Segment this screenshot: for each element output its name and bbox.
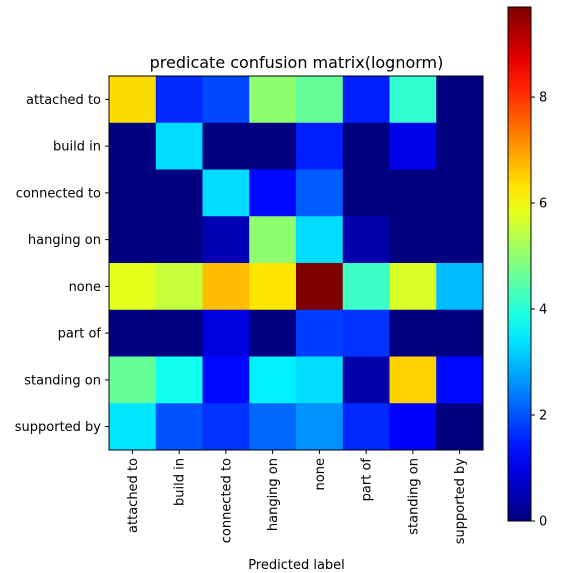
heatmap-cell-hanging-on-connected-to <box>202 216 250 264</box>
heatmap-cell-standing-on-none <box>296 356 344 404</box>
x-tick-label: none <box>313 458 328 490</box>
heatmap-cell-build-in-build-in <box>155 122 203 170</box>
heatmap-cell-part-of-part-of <box>342 309 390 357</box>
heatmap-cell-standing-on-attached-to <box>109 356 157 404</box>
heatmap-cell-supported-by-build-in <box>155 403 203 451</box>
heatmap-cell-hanging-on-part-of <box>342 216 390 264</box>
heatmap-cell-attached-to-part-of <box>342 76 390 124</box>
heatmap-cell-none-build-in <box>155 263 203 311</box>
heatmap-cell-supported-by-part-of <box>342 403 390 451</box>
heatmap-cell-standing-on-connected-to <box>202 356 250 404</box>
heatmap-cell-part-of-connected-to <box>202 309 250 357</box>
heatmap-cell-standing-on-supported-by <box>436 356 484 404</box>
heatmap-cell-build-in-none <box>296 122 344 170</box>
heatmap-cell-part-of-standing-on <box>389 309 437 357</box>
x-tick-label: hanging on <box>266 458 281 531</box>
x-axis-label: Predicted label <box>248 558 345 573</box>
heatmap-cell-standing-on-part-of <box>342 356 390 404</box>
y-tick-label: standing on <box>24 373 101 388</box>
heatmap-cell-standing-on-standing-on <box>389 356 437 404</box>
y-tick-label: connected to <box>16 186 101 201</box>
heatmap-cell-none-supported-by <box>436 263 484 311</box>
heatmap-cell-hanging-on-hanging-on <box>249 216 297 264</box>
heatmap-cell-build-in-part-of <box>342 122 390 170</box>
heatmap-cell-hanging-on-standing-on <box>389 216 437 264</box>
heatmap-cell-build-in-supported-by <box>436 122 484 170</box>
heatmap-cell-attached-to-build-in <box>155 76 203 124</box>
x-tick-label: connected to <box>219 458 234 543</box>
row-labels: attached to build in connected to hanging o… <box>15 93 109 435</box>
heatmap-frame <box>108 75 484 451</box>
heatmap-cell-build-in-standing-on <box>389 122 437 170</box>
heatmap-cell-none-part-of <box>342 263 390 311</box>
heatmap-cell-attached-to-hanging-on <box>249 76 297 124</box>
col-labels: attached to build in connected to hanging o… <box>126 450 468 544</box>
heatmap-cell-part-of-none <box>296 309 344 357</box>
heatmap-cell-hanging-on-attached-to <box>109 216 157 264</box>
heatmap-cell-supported-by-none <box>296 403 344 451</box>
y-tick-label: build in <box>53 140 101 155</box>
colorbar-tick-label: 6 <box>539 197 547 212</box>
heatmap-cell-none-connected-to <box>202 263 250 311</box>
x-tick-label: build in <box>173 458 188 506</box>
heatmap <box>108 75 484 451</box>
x-tick-label: supported by <box>453 458 468 545</box>
heatmap-cell-attached-to-none <box>296 76 344 124</box>
heatmap-cell-supported-by-supported-by <box>436 403 484 451</box>
heatmap-cell-build-in-hanging-on <box>249 122 297 170</box>
heatmap-cell-connected-to-build-in <box>155 169 203 217</box>
heatmap-cell-connected-to-none <box>296 169 344 217</box>
heatmap-cell-attached-to-standing-on <box>389 76 437 124</box>
heatmap-cell-part-of-attached-to <box>109 309 157 357</box>
heatmap-cell-connected-to-supported-by <box>436 169 484 217</box>
heatmap-cell-supported-by-standing-on <box>389 403 437 451</box>
heatmap-cell-connected-to-standing-on <box>389 169 437 217</box>
heatmap-cell-hanging-on-build-in <box>155 216 203 264</box>
heatmap-cell-none-attached-to <box>109 263 157 311</box>
heatmap-cell-standing-on-build-in <box>155 356 203 404</box>
heatmap-cell-none-standing-on <box>389 263 437 311</box>
heatmap-cell-supported-by-attached-to <box>109 403 157 451</box>
colorbar-tick-label: 8 <box>539 91 547 106</box>
y-tick-label: none <box>69 280 101 295</box>
heatmap-cell-connected-to-attached-to <box>109 169 157 217</box>
colorbar-tick-label: 2 <box>539 409 547 424</box>
y-tick-label: attached to <box>26 93 101 108</box>
heatmap-cell-connected-to-connected-to <box>202 169 250 217</box>
heatmap-cell-attached-to-connected-to <box>202 76 250 124</box>
heatmap-cell-hanging-on-supported-by <box>436 216 484 264</box>
heatmap-cell-supported-by-hanging-on <box>249 403 297 451</box>
colorbar-tick-label: 4 <box>539 303 547 318</box>
chart-title: predicate confusion matrix(lognorm) <box>150 53 444 72</box>
colorbar-tick-label: 0 <box>539 515 547 530</box>
colorbar: 0 2 4 6 8 <box>507 6 547 530</box>
heatmap-cell-hanging-on-none <box>296 216 344 264</box>
heatmap-cell-part-of-hanging-on <box>249 309 297 357</box>
heatmap-cell-attached-to-attached-to <box>109 76 157 124</box>
heatmap-cell-none-hanging-on <box>249 263 297 311</box>
y-tick-label: part of <box>58 327 102 342</box>
x-tick-label: attached to <box>126 458 141 533</box>
heatmap-cell-connected-to-part-of <box>342 169 390 217</box>
heatmap-cell-standing-on-hanging-on <box>249 356 297 404</box>
heatmap-cell-attached-to-supported-by <box>436 76 484 124</box>
heatmap-cell-connected-to-hanging-on <box>249 169 297 217</box>
heatmap-cell-supported-by-connected-to <box>202 403 250 451</box>
x-tick-label: part of <box>360 458 375 502</box>
y-tick-label: supported by <box>15 420 102 435</box>
colorbar-gradient <box>507 6 532 522</box>
heatmap-cell-build-in-connected-to <box>202 122 250 170</box>
x-tick-label: standing on <box>406 458 421 535</box>
heatmap-cell-build-in-attached-to <box>109 122 157 170</box>
y-tick-label: hanging on <box>28 233 101 248</box>
heatmap-cell-part-of-supported-by <box>436 309 484 357</box>
heatmap-cell-part-of-build-in <box>155 309 203 357</box>
heatmap-cell-none-none <box>296 263 344 311</box>
